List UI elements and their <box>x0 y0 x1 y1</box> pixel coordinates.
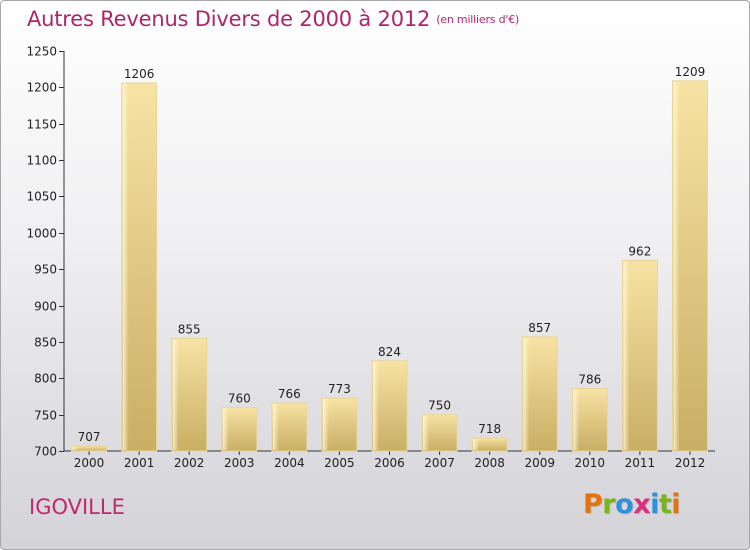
data-label: 707 <box>78 430 101 444</box>
chart-subtitle: (en milliers d'€) <box>436 13 520 26</box>
logo-letter: x <box>633 489 651 520</box>
bar-highlight <box>523 337 530 450</box>
bar-highlight <box>72 446 79 450</box>
y-tick-label: 700 <box>34 445 57 459</box>
y-tick-label: 800 <box>34 372 57 386</box>
bar-highlight <box>673 81 680 451</box>
logo-letter: o <box>615 489 634 520</box>
data-label: 750 <box>428 399 451 413</box>
bar <box>71 445 108 452</box>
x-tick-label: 2005 <box>324 456 355 470</box>
y-tick-label: 1250 <box>26 45 57 59</box>
x-tick-label: 2008 <box>474 456 505 470</box>
x-tick-label: 2001 <box>124 456 155 470</box>
y-tick-label: 900 <box>34 300 57 314</box>
x-tick-label: 2009 <box>524 456 555 470</box>
data-label: 718 <box>478 422 501 436</box>
data-label: 855 <box>178 322 201 336</box>
bar-highlight <box>272 404 279 450</box>
data-label: 760 <box>228 391 251 405</box>
logo-letter: i <box>671 489 681 520</box>
data-labels: 707 1206 855 760 766 773 824 750 718 857 786 962 120… <box>78 65 706 444</box>
y-tick-label: 950 <box>34 263 57 277</box>
logo-letter: i <box>650 489 659 520</box>
data-label: 962 <box>628 244 651 258</box>
chart-title: Autres Revenus Divers de 2000 à 2012 (en … <box>27 7 519 31</box>
logo-letter: P <box>583 489 603 520</box>
bar-highlight <box>623 261 630 450</box>
bar-highlight <box>373 361 379 450</box>
bar-highlight <box>423 415 430 450</box>
x-tick-label: 2011 <box>625 456 656 470</box>
y-tick-label: 1000 <box>26 227 57 241</box>
y-tick-label: 1100 <box>26 154 57 168</box>
x-tick-label: 2006 <box>374 456 405 470</box>
x-tick-label: 2000 <box>74 456 105 470</box>
bar <box>471 437 508 452</box>
x-tick-label: 2004 <box>274 456 305 470</box>
bar-highlight <box>172 339 179 450</box>
bar-highlight <box>573 389 580 450</box>
x-tick-label: 2007 <box>424 456 455 470</box>
x-tick-label: 2010 <box>575 456 606 470</box>
data-label: 1206 <box>124 67 155 81</box>
data-label: 773 <box>328 382 351 396</box>
logo-letter: r <box>602 489 616 520</box>
y-tick-label: 750 <box>34 409 57 423</box>
data-label: 786 <box>578 372 601 386</box>
bars <box>71 80 708 452</box>
x-tick-label: 2003 <box>224 456 255 470</box>
place-name: IGOVILLE <box>29 495 125 519</box>
bar-highlight <box>473 438 480 450</box>
proxiti-logo: Proxiti <box>583 489 681 520</box>
y-tick-label: 1200 <box>26 81 57 95</box>
bar-highlight <box>222 408 229 450</box>
y-tick-label: 850 <box>34 336 57 350</box>
y-tick-label: 1050 <box>26 190 57 204</box>
y-tick-label: 1150 <box>26 118 57 132</box>
title-text: Autres Revenus Divers de 2000 à 2012 <box>27 7 431 31</box>
bar-highlight <box>322 398 329 450</box>
data-label: 1209 <box>675 65 706 79</box>
axes: 700 750 800 850 900 950 1000 1050 1100 1150 1200 12… <box>26 45 715 470</box>
x-tick-label: 2012 <box>675 456 706 470</box>
x-tick-label: 2002 <box>174 456 205 470</box>
logo-letter: t <box>658 489 672 520</box>
data-label: 824 <box>378 345 401 359</box>
bar-highlight <box>122 84 129 450</box>
data-label: 857 <box>528 321 551 335</box>
data-label: 766 <box>278 387 301 401</box>
